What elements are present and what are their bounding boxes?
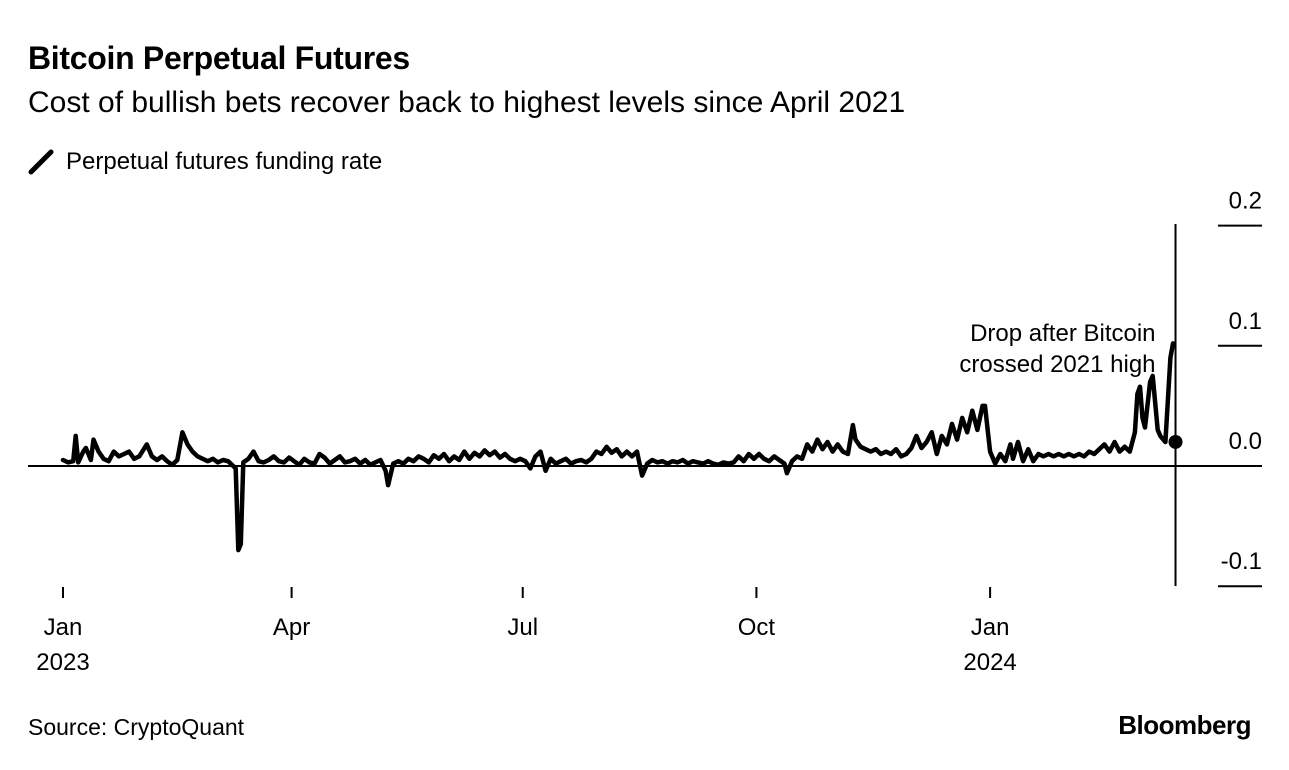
y-axis: 0.2 0.1 0.0 -0.1: [1218, 188, 1262, 588]
legend-line-icon: [28, 149, 54, 175]
y-tick-label: 0.2: [1229, 188, 1262, 215]
y-tick-label: -0.1: [1221, 548, 1262, 575]
series-line-funding-rate: [60, 341, 1176, 553]
x-tick-year-label: 2024: [963, 649, 1016, 676]
annotation-text-line-1: Drop after Bitcoin: [970, 320, 1155, 347]
legend-label: Perpetual futures funding rate: [66, 148, 383, 175]
y-tick-label: 0.0: [1229, 428, 1262, 455]
source-note: Source: CryptoQuant: [28, 714, 245, 740]
x-tick-label: Apr: [273, 614, 310, 641]
x-tick-label: Oct: [738, 614, 776, 641]
chart-title: Bitcoin Perpetual Futures: [28, 40, 410, 76]
bloomberg-logo: Bloomberg: [1118, 710, 1251, 740]
chart-canvas: 0.2 0.1 0.0 -0.1 Jan 2023 Apr Jul Oct Jan 2024 Dr…: [28, 188, 1262, 676]
annotation-marker: [1168, 434, 1183, 449]
annotation-text-line-2: crossed 2021 high: [959, 351, 1155, 378]
x-tick-year-label: 2023: [36, 649, 89, 676]
x-tick-label: Jan: [44, 614, 83, 641]
x-tick-label: Jan: [971, 614, 1010, 641]
x-tick-label: Jul: [507, 614, 538, 641]
legend: Perpetual futures funding rate: [28, 148, 382, 176]
y-tick-label: 0.1: [1229, 308, 1262, 335]
x-axis: Jan 2023 Apr Jul Oct Jan 2024: [36, 587, 1017, 676]
chart-subtitle: Cost of bullish bets recover back to hig…: [28, 86, 906, 119]
